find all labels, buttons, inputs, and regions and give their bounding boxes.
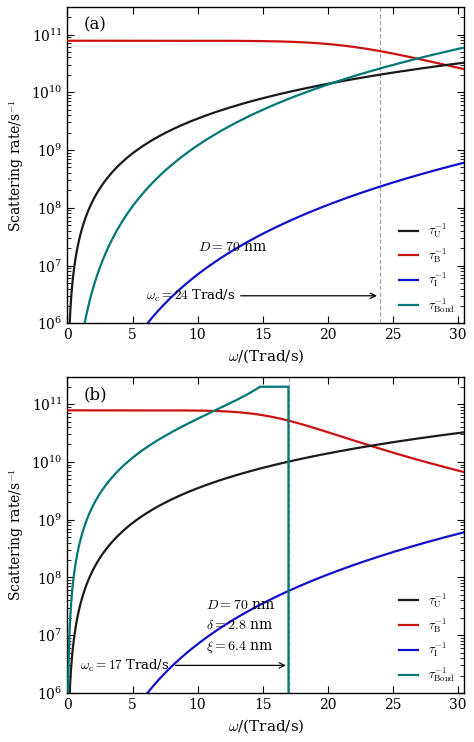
- X-axis label: $\omega$/(Trad/s): $\omega$/(Trad/s): [228, 348, 304, 366]
- Y-axis label: Scattering rate/s$^{-1}$: Scattering rate/s$^{-1}$: [7, 468, 26, 601]
- Legend: $\tau_{\mathrm{U}}^{-1}$, $\tau_{\mathrm{B}}^{-1}$, $\tau_{\mathrm{I}}^{-1}$, $\: $\tau_{\mathrm{U}}^{-1}$, $\tau_{\mathrm…: [394, 587, 461, 689]
- X-axis label: $\omega$/(Trad/s): $\omega$/(Trad/s): [228, 718, 304, 735]
- Y-axis label: Scattering rate/s$^{-1}$: Scattering rate/s$^{-1}$: [7, 99, 26, 232]
- Text: (a): (a): [83, 16, 106, 33]
- Legend: $\tau_{\mathrm{U}}^{-1}$, $\tau_{\mathrm{B}}^{-1}$, $\tau_{\mathrm{I}}^{-1}$, $\: $\tau_{\mathrm{U}}^{-1}$, $\tau_{\mathrm…: [394, 217, 461, 320]
- Text: $\omega_{\mathrm{c}} = 17$ Trad/s: $\omega_{\mathrm{c}} = 17$ Trad/s: [81, 657, 284, 674]
- Text: $\omega_{\mathrm{c}} = 24$ Trad/s: $\omega_{\mathrm{c}} = 24$ Trad/s: [146, 288, 375, 304]
- Text: $D = 70$ nm: $D = 70$ nm: [199, 240, 268, 254]
- Text: $D = 70$ nm
$\delta = 2.8$ nm
$\xi = 6.4$ nm: $D = 70$ nm $\delta = 2.8$ nm $\xi = 6.4…: [206, 598, 276, 655]
- Text: (b): (b): [83, 386, 107, 403]
